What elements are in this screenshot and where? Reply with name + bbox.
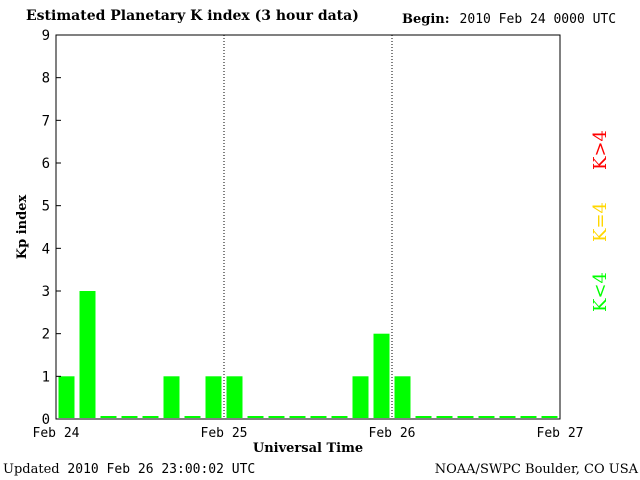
begin-info: Begin: 2010 Feb 24 0000 UTC [402, 12, 616, 27]
legend-mid: K=4 [590, 202, 611, 242]
kp-bar [184, 416, 201, 418]
y-axis-title: Kp index [15, 195, 30, 260]
kp-bar [331, 416, 348, 418]
begin-value: 2010 Feb 24 0000 UTC [459, 12, 617, 27]
y-tick-label: 2 [42, 327, 50, 343]
y-tick-group: 0 1 2 3 4 5 6 7 8 9 [42, 28, 61, 428]
plot-frame [55, 34, 561, 420]
x-tick-label: Feb 26 [369, 426, 416, 441]
updated-value: 2010 Feb 26 23:00:02 UTC [67, 462, 256, 477]
x-tick-label: Feb 24 [33, 426, 80, 441]
kp-bar [478, 416, 495, 418]
x-axis-title: Universal Time [253, 441, 363, 456]
x-tick-label: Feb 25 [201, 426, 248, 441]
kp-bar [310, 416, 327, 418]
kp-bar [289, 416, 306, 418]
legend-low-label: K<4 [590, 272, 611, 312]
kp-bar [100, 416, 117, 418]
kp-bar [121, 416, 138, 418]
kp-bar [247, 416, 264, 418]
kp-bar [79, 291, 96, 418]
begin-label: Begin: [402, 12, 450, 27]
x-tick-label: Feb 27 [537, 426, 584, 441]
y-tick-label: 5 [42, 199, 50, 215]
kp-bar [205, 376, 222, 418]
kp-chart: 0 1 2 3 4 5 6 7 8 9 Feb 24 Feb 25 Feb 26 Feb 27 Kp i… [15, 28, 584, 456]
bar-group [58, 291, 558, 418]
chart-title: Estimated Planetary K index (3 hour data… [26, 8, 359, 24]
legend-high: K>4 [590, 130, 611, 170]
y-tick-label: 4 [42, 241, 50, 257]
kp-bar [352, 376, 369, 418]
legend-mid-label: K=4 [590, 202, 611, 242]
kp-bar [415, 416, 432, 418]
source-credit: NOAA/SWPC Boulder, CO USA [434, 462, 638, 477]
kp-bar [436, 416, 453, 418]
y-tick-label: 7 [42, 113, 50, 129]
kp-bar [499, 416, 516, 418]
y-tick-label: 1 [42, 369, 50, 385]
kp-bar [394, 376, 411, 418]
kp-bar [373, 333, 390, 418]
kp-bar [163, 376, 180, 418]
y-tick-label: 3 [42, 284, 50, 300]
updated-label: Updated [3, 462, 60, 477]
kp-bar [142, 416, 159, 418]
x-tick-group: Feb 24 Feb 25 Feb 26 Feb 27 [33, 426, 584, 441]
y-tick-label: 6 [42, 156, 50, 172]
kp-bar [457, 416, 474, 418]
day-separator-group [223, 35, 393, 419]
kp-bar [226, 376, 243, 418]
kp-bar [520, 416, 537, 418]
legend-high-label: K>4 [590, 130, 611, 170]
y-tick-label: 8 [42, 71, 50, 87]
y-tick-label: 9 [42, 28, 50, 44]
kp-bar [268, 416, 285, 418]
legend-low: K<4 [590, 272, 611, 312]
kp-bar [541, 416, 558, 418]
updated-info: Updated 2010 Feb 26 23:00:02 UTC [3, 462, 255, 477]
kp-bar [58, 376, 75, 418]
y-tick-label: 0 [42, 412, 50, 428]
